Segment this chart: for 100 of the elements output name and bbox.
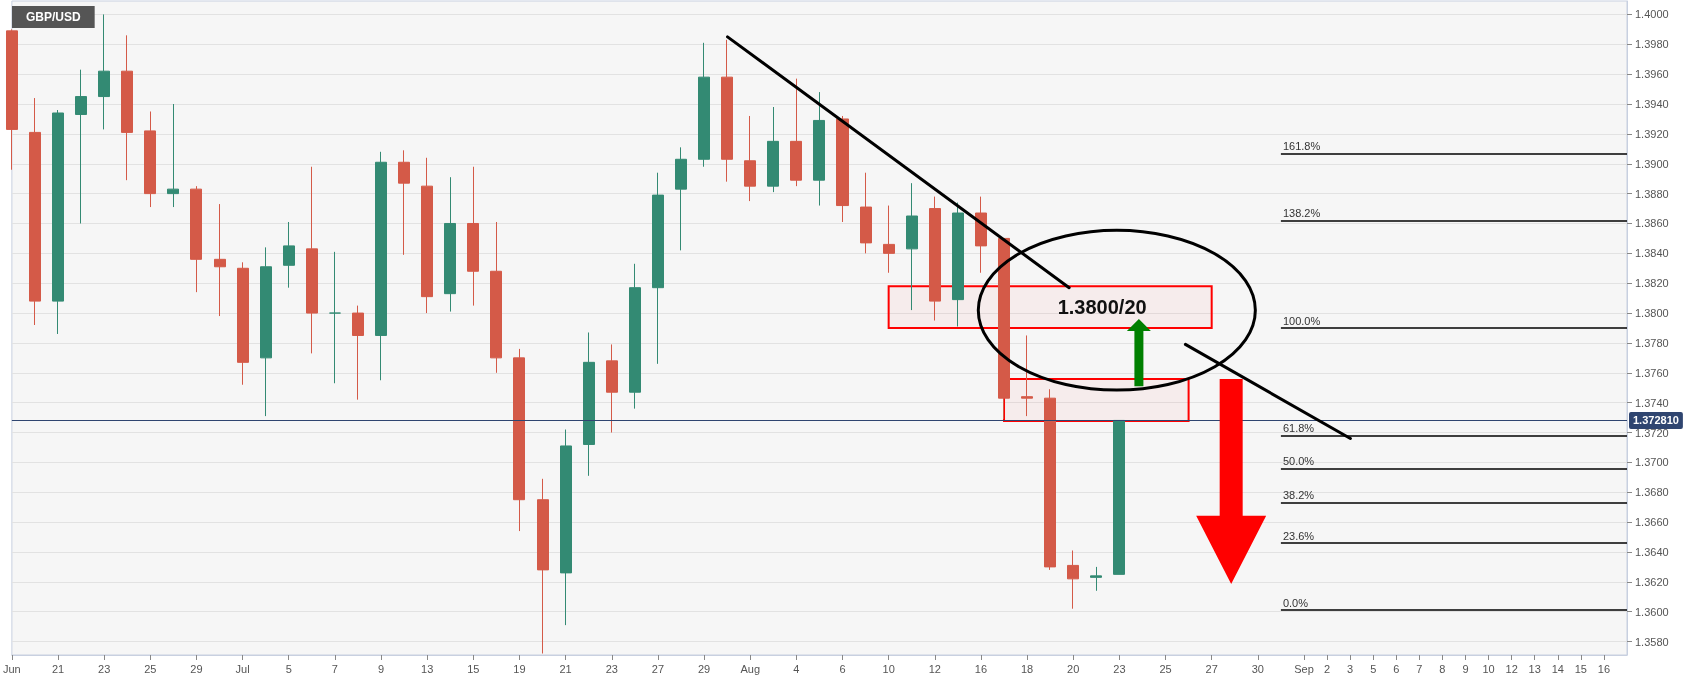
y-tick-label: 1.3900 [1635, 157, 1669, 170]
candlestick [421, 157, 433, 314]
candlestick [537, 478, 549, 655]
x-tick-label: 15 [467, 662, 480, 675]
x-tick-label: 6 [839, 662, 846, 675]
x-tick-label: 25 [1159, 662, 1172, 675]
candlestick [214, 203, 226, 317]
x-tick-label: 10 [882, 662, 895, 675]
candlestick [836, 115, 849, 223]
candlestick [237, 261, 249, 386]
x-tick-label: 29 [697, 662, 711, 675]
x-tick-label: 21 [559, 662, 572, 675]
x-tick-label: 2 [1323, 662, 1331, 675]
candlestick [652, 172, 664, 365]
candlestick [167, 103, 179, 208]
candlestick [813, 91, 825, 207]
candlestick [698, 42, 710, 168]
x-tick-label: 15 [1574, 662, 1587, 675]
x-tick-label: 13 [1528, 662, 1541, 675]
candlestick [75, 69, 87, 224]
annotation: 138.2% [1282, 206, 1321, 219]
y-tick-label: 1.3580 [1635, 635, 1669, 648]
candlestick [629, 263, 641, 410]
candlestick [860, 172, 872, 254]
x-tick-label: 18 [1020, 662, 1034, 675]
x-tick-label: 25 [144, 662, 157, 675]
candlestick [721, 39, 733, 183]
x-tick-label: 20 [1067, 662, 1080, 675]
y-tick-label: 1.3720 [1635, 426, 1669, 439]
candlestick [6, 28, 18, 171]
y-tick-label: 1.3640 [1635, 545, 1669, 558]
x-tick-label: 8 [1439, 662, 1446, 675]
y-tick-label: 1.3800 [1635, 307, 1669, 320]
x-tick-label: 7 [331, 662, 338, 675]
candlestick [929, 196, 941, 322]
x-tick-label: 30 [1251, 662, 1264, 675]
x-tick-label: 12 [1505, 662, 1518, 675]
y-tick-label: 1.3920 [1635, 127, 1669, 140]
candlestick [883, 205, 895, 274]
annotation: 61.8% [1282, 422, 1315, 435]
x-tick-label: Jul [235, 662, 250, 675]
candlestick [1044, 388, 1056, 571]
candlestick [606, 343, 618, 434]
x-tick-label: Jun [2, 662, 21, 675]
x-tick-label: 12 [928, 662, 941, 675]
x-tick-label: 4 [793, 662, 800, 675]
candlestick [1113, 419, 1125, 575]
x-tick-label: 21 [51, 662, 65, 675]
candlestick [490, 221, 502, 374]
x-tick-label: 5 [1370, 662, 1377, 675]
x-tick-label: 29 [190, 662, 203, 675]
annotation: 50.0% [1282, 454, 1315, 467]
x-tick-label: 9 [1462, 662, 1469, 675]
candlestick [329, 251, 341, 384]
ref-line-label: 1.372810 [1633, 414, 1679, 427]
candlestick [52, 109, 64, 335]
y-tick-label: 1.3880 [1635, 187, 1669, 200]
x-tick-label: 16 [974, 662, 988, 675]
y-tick-label: 1.3760 [1635, 366, 1669, 379]
annotation: 0.0% [1282, 596, 1309, 609]
x-tick-label: 3 [1347, 662, 1354, 675]
x-tick-label: Sep [1294, 662, 1314, 675]
candlestick [29, 97, 41, 326]
candlestick [260, 246, 272, 417]
candlestick [144, 110, 156, 208]
candlestick [744, 115, 756, 202]
candlestick [906, 182, 918, 311]
candlestick [444, 176, 456, 313]
x-tick-label: 27 [651, 662, 665, 675]
candlestick [375, 151, 387, 381]
y-tick-label: 1.3660 [1635, 516, 1669, 529]
x-tick-label: 14 [1551, 662, 1564, 675]
x-tick-label: 7 [1416, 662, 1423, 675]
y-tick-label: 1.3940 [1635, 98, 1669, 111]
candlestick [467, 166, 479, 307]
candlestick [306, 166, 318, 354]
band-label: 1.3800/20 [1057, 296, 1147, 319]
y-tick-label: 1.3860 [1635, 217, 1669, 230]
candlestick [767, 106, 779, 193]
x-tick-label: 6 [1393, 662, 1400, 675]
x-tick-label: 23 [605, 662, 618, 675]
candlestick [790, 78, 802, 187]
y-tick-label: 1.3600 [1635, 605, 1669, 618]
candlestick [283, 221, 295, 289]
annotation: 100.0% [1282, 314, 1321, 327]
candlestick [513, 348, 525, 532]
y-tick-label: 1.3840 [1635, 247, 1669, 260]
y-tick-label: 1.3700 [1635, 456, 1669, 469]
y-tick-label: 1.3820 [1635, 277, 1669, 290]
candlestick [1021, 334, 1033, 417]
candlestick [352, 305, 364, 401]
x-tick-label: 10 [1482, 662, 1495, 675]
candlestick [98, 13, 110, 130]
candlestick [583, 331, 595, 477]
candlestick [675, 146, 687, 251]
x-tick-label: 19 [513, 662, 526, 675]
x-tick-label: 16 [1597, 662, 1611, 675]
candlestick [121, 34, 133, 181]
y-tick-label: 1.3960 [1635, 68, 1669, 81]
y-tick-label: 1.3780 [1635, 336, 1669, 349]
